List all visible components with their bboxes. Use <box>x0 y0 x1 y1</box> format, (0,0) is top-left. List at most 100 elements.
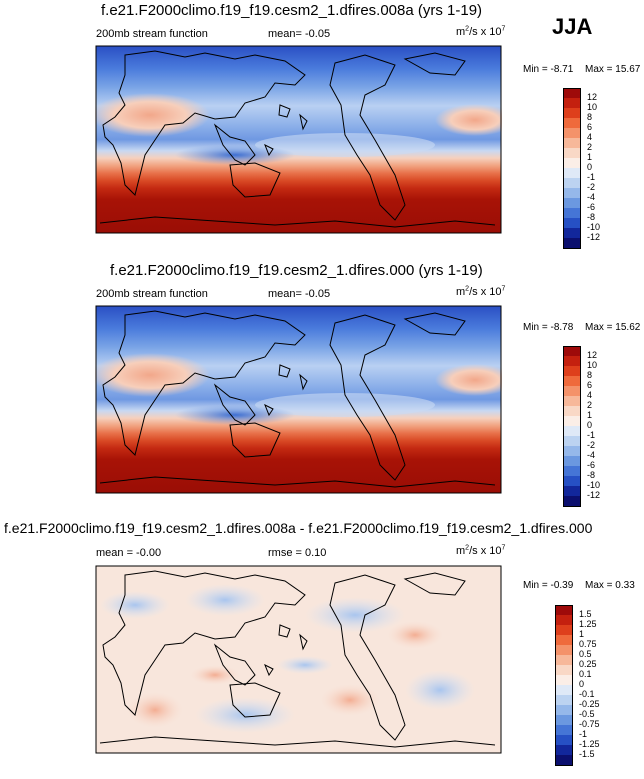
colorbar-tick-label: 1 <box>579 629 585 639</box>
colorbar-swatch <box>563 466 581 477</box>
panel2-colorbar-labels: 12 10 8 6 4 2 1 0 -1 -2 -4 -6 -8 -10 -12 <box>587 346 623 506</box>
colorbar-swatch <box>555 605 573 616</box>
colorbar-swatch <box>563 118 581 129</box>
colorbar-swatch <box>555 755 573 766</box>
colorbar-swatch <box>555 685 573 696</box>
colorbar-swatch <box>563 446 581 457</box>
colorbar-tick-label: 0 <box>587 162 593 172</box>
panel3-rmse-label: rmse = 0.10 <box>268 547 327 559</box>
colorbar-tick-label: -0.1 <box>579 689 595 699</box>
panel1-map <box>95 45 502 234</box>
panel3-map <box>95 565 502 754</box>
colorbar-swatch <box>555 715 573 726</box>
colorbar-tick-label: 0.25 <box>579 659 597 669</box>
colorbar-swatch <box>563 88 581 99</box>
colorbar-swatch <box>563 476 581 487</box>
colorbar-swatch <box>563 496 581 507</box>
panel1-colorbar-swatches <box>563 88 581 249</box>
panel2-colorbar-swatches <box>563 346 581 507</box>
colorbar-swatch <box>555 665 573 676</box>
colorbar-swatch <box>563 456 581 467</box>
panel2-units-label: m2/s x 107 <box>456 285 506 298</box>
colorbar-tick-label: -1 <box>587 430 596 440</box>
colorbar-swatch <box>555 625 573 636</box>
panel3-max-label: Max = 0.33 <box>585 580 635 591</box>
colorbar-swatch <box>563 486 581 497</box>
colorbar-swatch <box>563 98 581 109</box>
panel1-colorbar-labels: 12 10 8 6 4 2 1 0 -1 -2 -4 -6 -8 -10 -12 <box>587 88 623 248</box>
colorbar-swatch <box>563 426 581 437</box>
colorbar-swatch <box>563 356 581 367</box>
colorbar-tick-label: 4 <box>587 390 593 400</box>
colorbar-swatch <box>563 416 581 427</box>
panel3-colorbar-labels: 1.5 1.25 1 0.75 0.5 0.25 0.1 0 -0.1 -0.25 -0.5 -0.7… <box>579 605 623 765</box>
colorbar-swatch <box>563 396 581 407</box>
colorbar-swatch <box>563 158 581 169</box>
panel1-variable-label: 200mb stream function <box>96 28 208 40</box>
colorbar-tick-label: 0 <box>587 420 593 430</box>
colorbar-swatch <box>563 238 581 249</box>
panel2-mean-label: mean= -0.05 <box>268 288 331 300</box>
colorbar-tick-label: 0 <box>579 679 585 689</box>
panel1-mean-label: mean= -0.05 <box>268 28 331 40</box>
colorbar-tick-label: -1.25 <box>579 739 600 749</box>
panel2-variable-label: 200mb stream function <box>96 288 208 300</box>
colorbar-tick-label: 12 <box>587 350 598 360</box>
colorbar-swatch <box>555 635 573 646</box>
colorbar-tick-label: -0.5 <box>579 709 595 719</box>
colorbar-swatch <box>555 695 573 706</box>
colorbar-tick-label: -10 <box>587 222 601 232</box>
colorbar-tick-label: -8 <box>587 470 596 480</box>
colorbar-tick-label: 6 <box>587 122 593 132</box>
colorbar-swatch <box>555 705 573 716</box>
colorbar-swatch <box>563 168 581 179</box>
colorbar-tick-label: 8 <box>587 112 593 122</box>
colorbar-swatch <box>555 745 573 756</box>
colorbar-swatch <box>563 138 581 149</box>
colorbar-tick-label: -4 <box>587 450 596 460</box>
colorbar-tick-label: -12 <box>587 232 601 242</box>
colorbar-swatch <box>563 128 581 139</box>
colorbar-swatch <box>563 208 581 219</box>
panel2-title: f.e21.F2000climo.f19_f19.cesm2_1.dfires.… <box>110 262 483 279</box>
panel3-units-label: m2/s x 107 <box>456 544 506 557</box>
colorbar-swatch <box>555 645 573 656</box>
panel3-colorbar: 1.5 1.25 1 0.75 0.5 0.25 0.1 0 -0.1 -0.25 -0.5 -0.7… <box>555 605 623 766</box>
colorbar-tick-label: 12 <box>587 92 598 102</box>
panel2-colorbar: 12 10 8 6 4 2 1 0 -1 -2 -4 -6 -8 -10 -12 <box>563 346 623 507</box>
panel3-mean-label: mean = -0.00 <box>96 547 162 559</box>
colorbar-tick-label: -10 <box>587 480 601 490</box>
colorbar-tick-label: 8 <box>587 370 593 380</box>
panel1-title: f.e21.F2000climo.f19_f19.cesm2_1.dfires.… <box>101 2 483 19</box>
colorbar-tick-label: -6 <box>587 460 596 470</box>
colorbar-tick-label: 2 <box>587 400 593 410</box>
colorbar-tick-label: -1.5 <box>579 749 595 759</box>
colorbar-swatch <box>563 178 581 189</box>
colorbar-swatch <box>563 148 581 159</box>
colorbar-swatch <box>555 675 573 686</box>
colorbar-tick-label: -4 <box>587 192 596 202</box>
colorbar-tick-label: 2 <box>587 142 593 152</box>
colorbar-tick-label: 10 <box>587 102 598 112</box>
colorbar-tick-label: 10 <box>587 360 598 370</box>
colorbar-tick-label: 6 <box>587 380 593 390</box>
panel3-min-label: Min = -0.39 <box>523 580 574 591</box>
colorbar-tick-label: -1 <box>587 172 596 182</box>
colorbar-tick-label: 0.75 <box>579 639 597 649</box>
colorbar-tick-label: -0.25 <box>579 699 600 709</box>
colorbar-swatch <box>563 198 581 209</box>
colorbar-swatch <box>563 386 581 397</box>
colorbar-swatch <box>555 615 573 626</box>
panel1-units-label: m2/s x 107 <box>456 25 506 38</box>
colorbar-tick-label: -1 <box>579 729 588 739</box>
colorbar-swatch <box>563 406 581 417</box>
colorbar-tick-label: 0.5 <box>579 649 592 659</box>
colorbar-swatch <box>563 188 581 199</box>
colorbar-tick-label: -6 <box>587 202 596 212</box>
colorbar-swatch <box>555 655 573 666</box>
colorbar-tick-label: -8 <box>587 212 596 222</box>
colorbar-swatch <box>563 436 581 447</box>
colorbar-tick-label: 4 <box>587 132 593 142</box>
colorbar-tick-label: -12 <box>587 490 601 500</box>
colorbar-swatch <box>563 218 581 229</box>
